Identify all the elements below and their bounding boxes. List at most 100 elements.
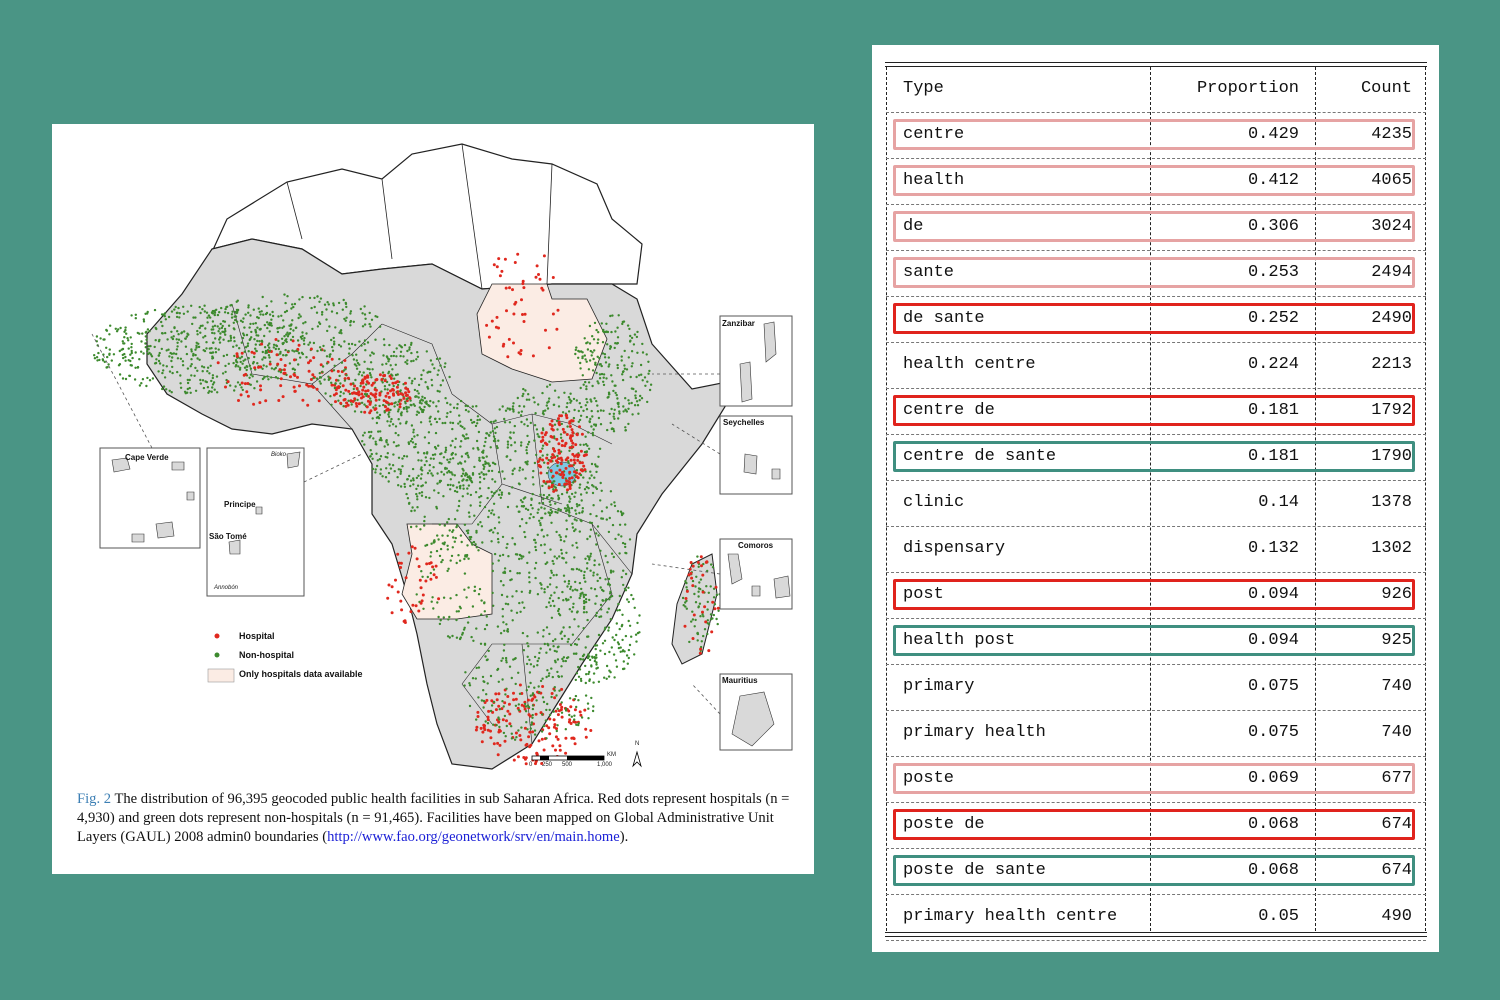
facility-dot: [204, 334, 207, 338]
facility-dot: [566, 509, 570, 512]
facility-dot: [555, 729, 558, 733]
cell-type: centre: [903, 125, 965, 144]
facility-dot: [309, 347, 313, 351]
facility-dot: [383, 373, 386, 377]
facility-dot: [575, 512, 578, 515]
facility-dot: [393, 470, 396, 473]
facility-dot: [573, 495, 576, 498]
facility-dot: [374, 398, 378, 402]
facility-dot: [382, 338, 386, 341]
facility-dot: [539, 679, 543, 683]
facility-dot: [553, 686, 556, 689]
facility-dot: [574, 491, 577, 494]
facility-dot: [640, 397, 644, 400]
facility-dot: [174, 305, 177, 309]
facility-dot: [586, 702, 590, 705]
facility-dot: [340, 361, 344, 364]
facility-dot: [607, 530, 611, 534]
facility-dot: [525, 462, 528, 465]
facility-dot: [432, 457, 435, 460]
facility-dot: [568, 470, 572, 474]
facility-dot: [248, 376, 251, 379]
facility-dot: [483, 444, 486, 448]
facility-dot: [145, 338, 148, 341]
facility-dot: [233, 340, 236, 343]
facility-dot: [256, 339, 259, 343]
facility-dot: [584, 598, 588, 601]
facility-dot: [565, 479, 569, 483]
facility-dot: [315, 387, 319, 391]
facility-dot: [539, 523, 542, 527]
facility-dot: [263, 334, 266, 338]
facility-dot: [613, 417, 616, 420]
facility-dot: [588, 342, 592, 345]
facility-dot: [599, 603, 603, 607]
facility-dot: [179, 357, 183, 360]
facility-dot: [420, 377, 423, 381]
facility-dot: [482, 706, 485, 709]
facility-dot: [249, 367, 253, 370]
facility-dot: [357, 402, 361, 406]
facility-dot: [615, 633, 618, 637]
facility-dot: [473, 465, 476, 469]
facility-dot: [582, 383, 585, 386]
facility-dot: [342, 298, 345, 302]
facility-dot: [580, 569, 583, 573]
facility-dot: [456, 509, 459, 512]
facility-dot: [368, 311, 371, 315]
facility-dot: [591, 415, 594, 418]
facility-dot: [637, 412, 640, 415]
facility-dot: [531, 716, 534, 719]
facility-dot: [279, 352, 282, 355]
facility-dot: [585, 485, 588, 489]
facility-dot: [550, 695, 553, 699]
facility-dot: [105, 366, 108, 369]
facility-dot: [446, 483, 450, 487]
facility-dot: [369, 325, 372, 328]
facility-dot: [241, 320, 244, 324]
facility-dot: [507, 492, 511, 495]
facility-dot: [541, 484, 544, 488]
facility-dot: [555, 419, 559, 423]
facility-dot: [701, 573, 705, 577]
caption-link[interactable]: http://www.fao.org/geonetwork/srv/en/mai…: [327, 829, 620, 845]
facility-dot: [406, 349, 409, 353]
facility-dot: [241, 336, 245, 340]
facility-dot: [546, 401, 549, 404]
facility-dot: [423, 436, 427, 439]
facility-dot: [274, 347, 277, 351]
facility-dot: [526, 635, 529, 638]
facility-dot: [570, 428, 574, 432]
facility-dot: [589, 528, 593, 531]
facility-dot: [162, 385, 166, 388]
facility-dot: [93, 357, 97, 360]
facility-dot: [548, 597, 552, 600]
facility-dot: [511, 619, 514, 622]
cell-type: centre de sante: [903, 447, 1057, 466]
facility-dot: [582, 595, 586, 599]
facility-dot: [290, 323, 293, 326]
facility-dot: [560, 470, 564, 474]
facility-dot: [551, 276, 555, 279]
facility-dot: [479, 501, 482, 504]
facility-dot: [568, 446, 572, 450]
facility-dot: [491, 569, 494, 573]
facility-dot: [209, 364, 212, 367]
facility-dot: [436, 534, 439, 537]
cell-proportion: 0.181: [1247, 401, 1299, 420]
facility-dot: [446, 471, 449, 474]
facility-dot: [179, 374, 182, 377]
facility-dot: [451, 439, 454, 443]
facility-dot: [595, 594, 598, 598]
facility-dot: [590, 521, 594, 525]
facility-dot: [286, 335, 290, 338]
facility-dot: [144, 335, 147, 338]
facility-dot: [464, 555, 467, 558]
facility-dot: [484, 436, 487, 440]
facility-dot: [130, 351, 133, 355]
facility-dot: [598, 615, 601, 619]
facility-dot: [206, 321, 209, 324]
facility-dot: [684, 605, 687, 608]
facility-dot: [431, 363, 434, 366]
facility-dot: [607, 356, 610, 359]
